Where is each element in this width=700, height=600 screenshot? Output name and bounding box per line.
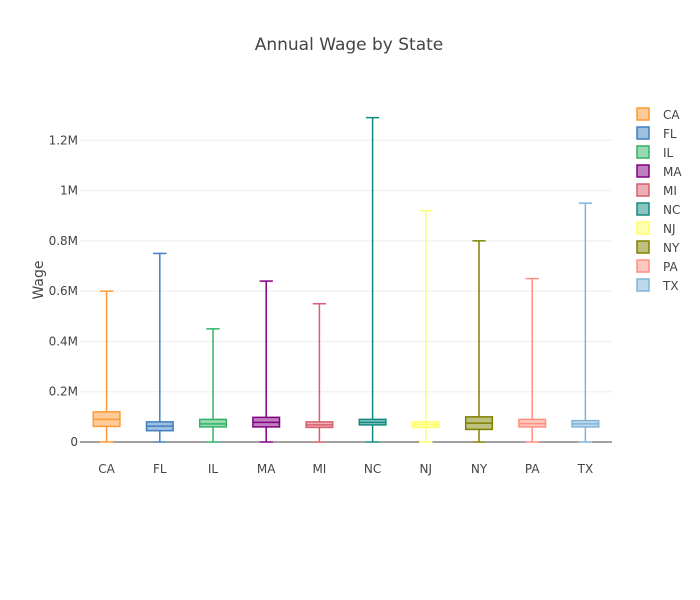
legend-item-nj[interactable]: NJ: [636, 221, 676, 236]
legend-item-fl[interactable]: FL: [636, 126, 677, 141]
x-axis-ticks: CA FL IL MA MI NC NJ NY PA TX: [98, 462, 593, 476]
y-axis-ticks: 0 0.2M 0.4M 0.6M 0.8M 1M 1.2M: [49, 133, 78, 449]
box-il[interactable]: [198, 328, 228, 443]
x-tick-label: CA: [98, 462, 115, 476]
legend-item-il[interactable]: IL: [636, 145, 674, 160]
iqr-box: [198, 418, 228, 428]
box-tx[interactable]: [571, 202, 600, 443]
grid-lines: [80, 139, 612, 443]
legend-item-ca[interactable]: CA: [636, 107, 680, 122]
legend-swatch: [636, 145, 650, 159]
plot-area: [92, 116, 600, 443]
box-ca[interactable]: [92, 290, 121, 443]
legend-label: NJ: [663, 222, 676, 236]
legend-item-tx[interactable]: TX: [636, 278, 679, 293]
legend-label: TX: [662, 279, 679, 293]
legend-label: CA: [663, 108, 680, 122]
x-tick-label: FL: [153, 462, 167, 476]
legend-item-mi[interactable]: MI: [636, 183, 677, 198]
x-tick-label: IL: [208, 462, 219, 476]
box-ny[interactable]: [464, 240, 494, 443]
x-tick-label: NJ: [420, 462, 433, 476]
box-mi[interactable]: [305, 302, 334, 443]
legend: CA FL IL MA MI NC NJ NY PA TX: [636, 107, 682, 293]
box-ma[interactable]: [252, 280, 281, 443]
legend-label: MI: [663, 184, 677, 198]
legend-item-pa[interactable]: PA: [636, 259, 678, 274]
y-tick-label: 1.2M: [49, 133, 78, 147]
legend-label: FL: [663, 127, 677, 141]
legend-swatch: [636, 107, 650, 121]
legend-swatch: [636, 183, 650, 197]
chart-title: Annual Wage by State: [255, 35, 444, 55]
x-tick-label: PA: [525, 462, 540, 476]
x-tick-label: NY: [471, 462, 488, 476]
legend-label: IL: [663, 146, 674, 160]
legend-swatch: [636, 278, 650, 292]
legend-swatch: [636, 164, 650, 178]
x-tick-label: TX: [577, 462, 594, 476]
legend-label: NY: [663, 241, 680, 255]
legend-label: MA: [663, 165, 682, 179]
legend-item-ny[interactable]: NY: [636, 240, 680, 255]
box-pa[interactable]: [518, 277, 547, 443]
box-nc[interactable]: [358, 116, 387, 443]
legend-swatch: [636, 126, 650, 140]
y-tick-label: 0.8M: [49, 234, 78, 248]
legend-label: PA: [663, 260, 678, 274]
y-tick-label: 0.4M: [49, 334, 78, 348]
legend-label: NC: [663, 203, 680, 217]
x-tick-label: MA: [257, 462, 276, 476]
y-axis-title: Wage: [31, 260, 47, 299]
y-tick-label: 0.6M: [49, 284, 78, 298]
box-nj[interactable]: [411, 209, 440, 443]
legend-swatch: [636, 240, 650, 254]
y-tick-label: 1M: [60, 184, 78, 198]
x-tick-label: NC: [364, 462, 381, 476]
y-tick-label: 0.2M: [49, 385, 78, 399]
legend-item-nc[interactable]: NC: [636, 202, 680, 217]
y-tick-label: 0: [70, 435, 78, 449]
legend-swatch: [636, 221, 650, 235]
legend-swatch: [636, 259, 650, 273]
x-tick-label: MI: [312, 462, 326, 476]
legend-swatch: [636, 202, 650, 216]
box-fl[interactable]: [145, 252, 174, 443]
legend-item-ma[interactable]: MA: [636, 164, 682, 179]
